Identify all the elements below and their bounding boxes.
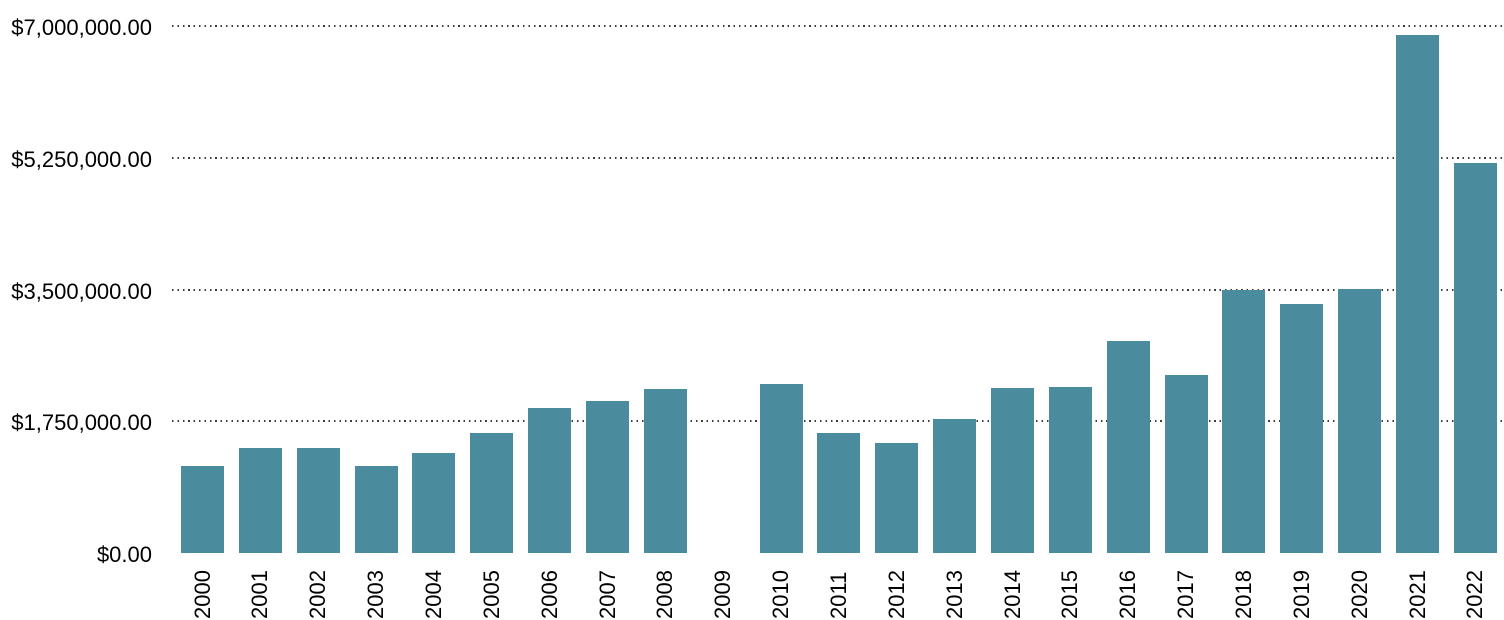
bar-2021: [1396, 35, 1440, 553]
bar-2004: [412, 452, 456, 553]
x-tick-label: 2000: [189, 570, 215, 619]
bar-2014: [991, 388, 1035, 553]
bar-2003: [354, 466, 398, 553]
y-tick-label: $0.00: [96, 542, 152, 567]
x-tick-label: 2018: [1230, 570, 1256, 619]
x-tick-label: 2010: [768, 570, 794, 619]
y-tick-label: $5,250,000.00: [11, 146, 152, 172]
y-tick-label: $1,750,000.00: [11, 410, 152, 436]
bar-2008: [643, 388, 687, 553]
bar-2010: [759, 384, 803, 553]
bar-2020: [1338, 288, 1382, 553]
x-tick-label: 2008: [652, 570, 678, 619]
gridline: [172, 288, 1504, 291]
x-tick-label: 2005: [478, 570, 504, 619]
x-tick-label: 2019: [1288, 570, 1314, 619]
gridline: [172, 420, 1504, 423]
x-tick-label: 2017: [1173, 570, 1199, 619]
y-tick-label: $7,000,000.00: [11, 15, 152, 40]
x-tick-label: 2007: [594, 570, 620, 619]
bar-2007: [586, 400, 630, 553]
x-tick-label: 2004: [420, 570, 446, 619]
bar-2018: [1222, 289, 1266, 553]
x-tick-label: 2003: [363, 570, 389, 619]
bar-2001: [238, 448, 282, 553]
x-tick-label: 2012: [883, 570, 909, 619]
gridline: [172, 156, 1504, 159]
x-tick-label: 2002: [305, 570, 331, 619]
bar-2005: [470, 433, 514, 553]
x-tick-label: 2014: [999, 570, 1025, 619]
y-tick-label: $3,500,000.00: [11, 278, 152, 304]
bar-2002: [296, 448, 340, 553]
bar-2006: [528, 407, 572, 553]
x-tick-label: 2001: [247, 570, 273, 619]
bar-2013: [933, 418, 977, 553]
bar-2022: [1453, 163, 1497, 553]
x-tick-label: 2015: [1057, 570, 1083, 619]
bar-2019: [1280, 303, 1324, 553]
bar-2017: [1164, 374, 1208, 553]
bar-2000: [181, 466, 224, 553]
bar-2015: [1048, 386, 1092, 553]
x-tick-label: 2006: [536, 570, 562, 619]
x-tick-label: 2022: [1462, 570, 1488, 619]
bar-2012: [875, 443, 919, 553]
gridline: [172, 25, 1504, 27]
bar-2011: [817, 433, 861, 553]
x-tick-label: 2011: [825, 571, 851, 619]
x-tick-label: 2021: [1404, 570, 1430, 619]
bar-2016: [1106, 340, 1150, 553]
x-tick-label: 2020: [1346, 570, 1372, 619]
x-tick-label: 2016: [1115, 570, 1141, 619]
x-tick-label: 2013: [941, 570, 967, 619]
x-tick-label: 2009: [710, 570, 736, 619]
